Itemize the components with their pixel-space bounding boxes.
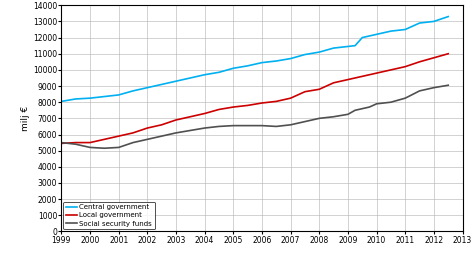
Legend: Central government, Local government, Social security funds: Central government, Local government, So… bbox=[63, 202, 155, 229]
Y-axis label: milj €: milj € bbox=[21, 106, 30, 131]
